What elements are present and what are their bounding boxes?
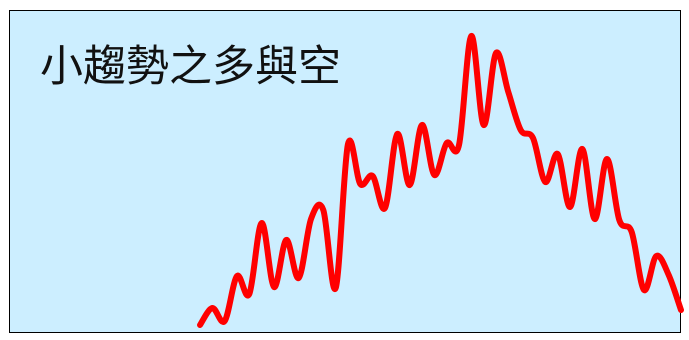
slide-title: 小趨勢之多與空 bbox=[40, 42, 341, 92]
trend-line bbox=[197, 32, 684, 328]
